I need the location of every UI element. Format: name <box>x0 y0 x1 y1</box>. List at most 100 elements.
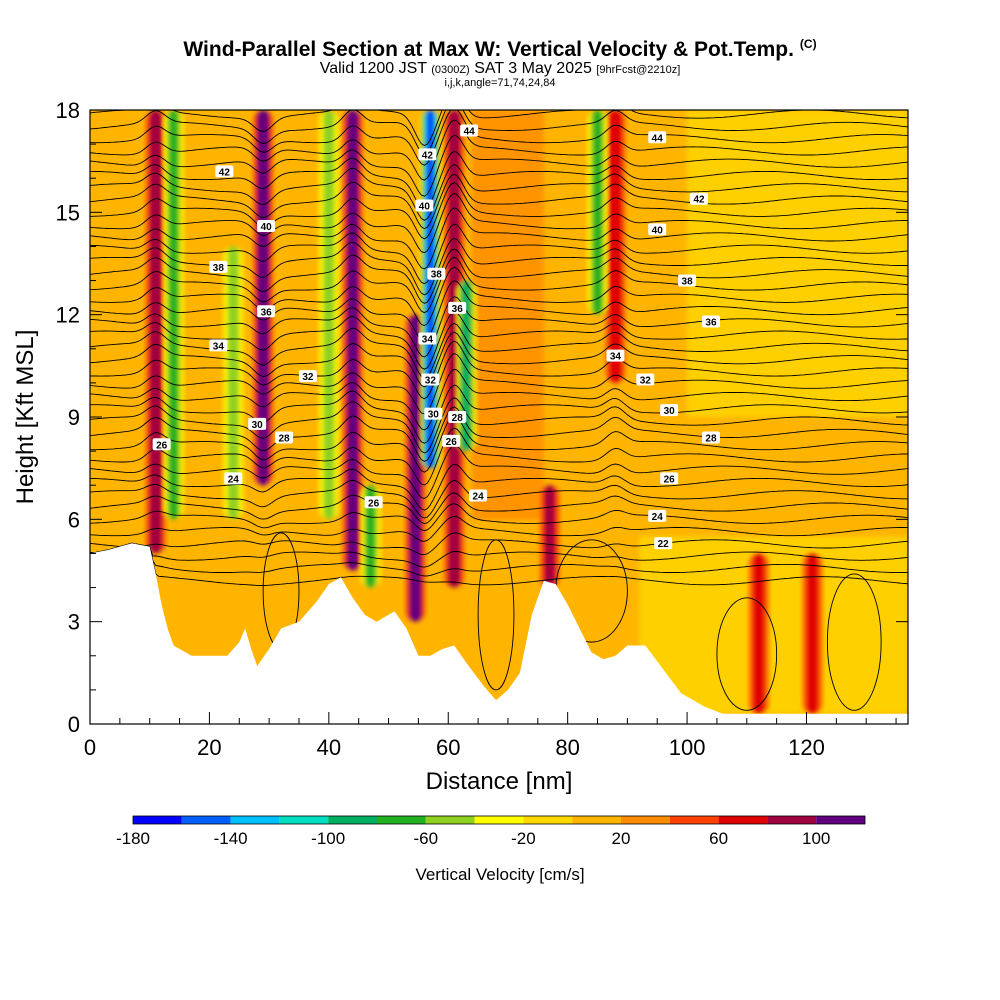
updraft-column-7 <box>747 553 770 714</box>
theta-contour-line <box>90 119 908 181</box>
theta-contour-line <box>90 256 908 314</box>
colorbar-tick-label: 20 <box>612 829 631 848</box>
y-tick-label: 18 <box>56 98 80 123</box>
theta-contour-line <box>90 134 908 197</box>
theta-contour-line <box>90 207 908 270</box>
theta-label-box <box>418 332 437 345</box>
theta-label-group: 44 44 42 42 42 40 40 40 38 38 38 36 36 36 34 34 34 32 32 32… <box>152 124 720 550</box>
updraft-column-5 <box>539 485 561 588</box>
theta-label-24: 24 <box>469 489 488 502</box>
theta-label-box <box>460 124 479 137</box>
theta-label-box <box>257 219 276 232</box>
theta-contour-line <box>90 542 908 568</box>
theta-label-38: 38 <box>678 274 697 288</box>
updraft-band <box>413 314 418 622</box>
x-tick-label: 20 <box>197 735 221 760</box>
theta-label-text: 30 <box>252 420 264 431</box>
theta-label-text: 40 <box>419 202 431 213</box>
theta-contour-line <box>90 532 908 556</box>
y-tick-label: 9 <box>68 405 80 430</box>
theta-label-text: 44 <box>464 126 476 137</box>
theta-label-32: 32 <box>421 373 440 386</box>
theta-label-text: 40 <box>652 225 664 236</box>
colorbar-swatch <box>279 816 329 824</box>
theta-label-26: 26 <box>364 496 383 509</box>
terrain-mask <box>90 543 908 724</box>
theta-label-box <box>469 489 488 502</box>
theta-contour-line <box>90 164 908 221</box>
theta-label-box <box>298 370 317 383</box>
theta-label-box <box>660 472 679 485</box>
theta-contour-line <box>90 397 908 454</box>
theta-label-text: 42 <box>422 150 434 161</box>
theta-label-26: 26 <box>442 434 461 448</box>
theta-contour-line <box>90 384 908 444</box>
x-axis-title: Distance [nm] <box>426 768 573 795</box>
colorbar-tick-label: -180 <box>116 829 150 848</box>
theta-label-text: 24 <box>228 474 240 485</box>
velocity-zone-2 <box>687 110 908 417</box>
theta-label-box <box>606 349 625 362</box>
theta-contour-line <box>90 280 908 343</box>
x-tick-label: 120 <box>788 735 825 760</box>
colorbar-swatch <box>669 816 719 824</box>
theta-label-box <box>152 438 171 451</box>
theta-label-text: 42 <box>219 167 231 178</box>
theta-label-box <box>421 373 440 386</box>
theta-label-box <box>215 165 234 178</box>
downdraft-band <box>464 280 469 452</box>
colorbar-swatch <box>425 816 475 824</box>
theta-contour-line <box>90 445 908 499</box>
colorbar-tick-label: 100 <box>802 829 830 848</box>
colorbar-title: Vertical Velocity [cm/s] <box>415 865 584 884</box>
theta-label-text: 34 <box>213 341 225 352</box>
theta-label-28: 28 <box>448 411 467 424</box>
theta-label-38: 38 <box>209 260 228 274</box>
theta-label-32: 32 <box>298 370 317 383</box>
theta-label-text: 30 <box>428 410 440 421</box>
theta-label-30: 30 <box>248 417 267 431</box>
theta-contour-line <box>90 223 908 285</box>
colorbar-tick-label: -60 <box>414 829 439 848</box>
low-level-contour-4 <box>826 573 882 711</box>
theta-label-text: 26 <box>368 498 380 509</box>
colorbar-tick-label: -140 <box>214 829 248 848</box>
theta-label-text: 44 <box>652 133 664 144</box>
theta-label-26: 26 <box>660 472 679 485</box>
theta-contour-line <box>90 414 908 473</box>
colorbar-swatch <box>474 816 524 824</box>
y-tick-label: 15 <box>56 200 80 225</box>
colorbar-swatch <box>230 816 280 824</box>
title-text: Wind-Parallel Section at Max W: Vertical… <box>183 38 794 61</box>
colorbar-swatch <box>181 816 231 824</box>
theta-label-text: 26 <box>664 474 676 485</box>
theta-label-box <box>224 472 243 485</box>
theta-label-42: 42 <box>418 148 437 161</box>
colorbar-tick-label: 60 <box>709 829 728 848</box>
theta-label-text: 28 <box>452 413 464 424</box>
theta-label-box <box>442 434 461 447</box>
theta-contour-line <box>90 340 908 400</box>
theta-label-text: 32 <box>640 375 652 386</box>
theta-label-text: 38 <box>431 270 443 281</box>
theta-contour-line <box>90 173 908 230</box>
theta-contour-line <box>90 192 908 254</box>
theta-label-text: 26 <box>156 440 168 451</box>
theta-label-box <box>257 305 276 318</box>
theta-label-40: 40 <box>648 223 667 236</box>
low-level-contour-3 <box>716 597 778 711</box>
velocity-zone-1 <box>472 110 544 520</box>
theta-contour-line <box>90 182 908 240</box>
theta-label-36: 36 <box>257 305 276 318</box>
theta-label-28: 28 <box>701 431 720 444</box>
theta-label-44: 44 <box>460 124 479 137</box>
theta-label-box <box>415 199 434 212</box>
theta-contour-line <box>90 110 908 147</box>
theta-label-22: 22 <box>654 537 673 550</box>
theta-label-text: 36 <box>705 317 717 328</box>
colorbar-frame <box>132 815 866 825</box>
downdraft-band <box>368 485 374 588</box>
theta-label-38: 38 <box>427 267 446 281</box>
theta-contour-line <box>90 479 908 519</box>
